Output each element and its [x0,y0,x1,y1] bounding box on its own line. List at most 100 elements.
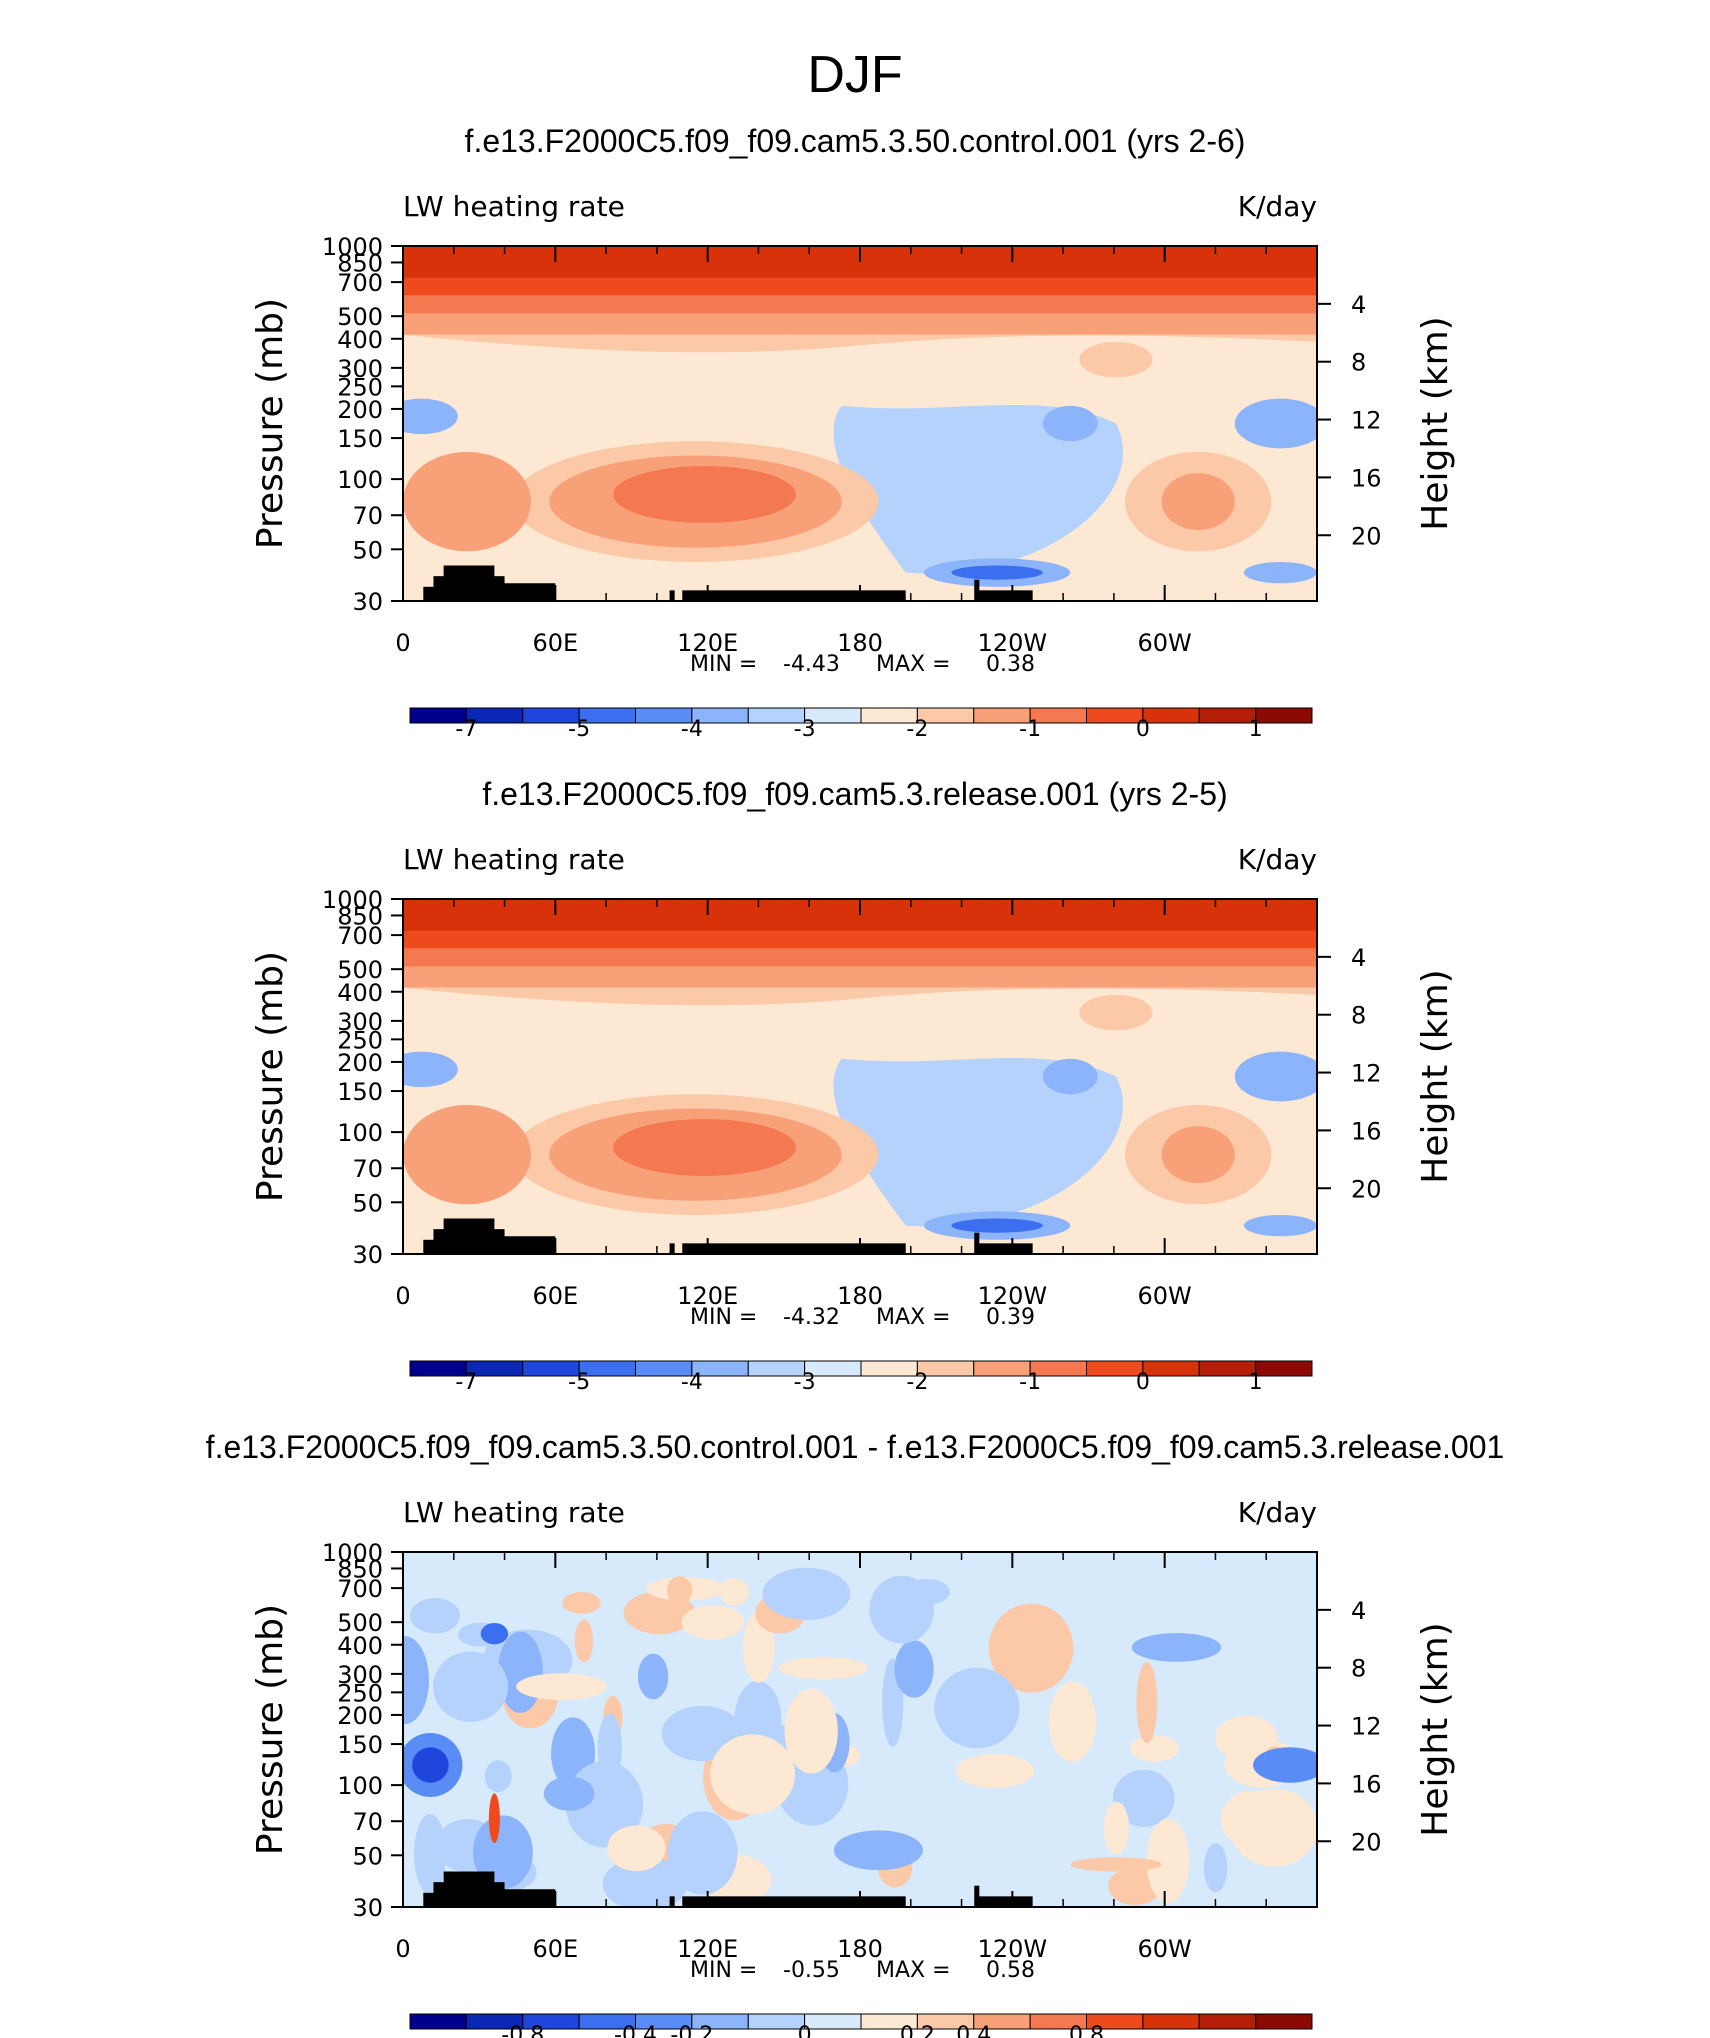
y-tick-label: 850 [337,1555,383,1583]
subtitle-left: LW heating rate [403,1496,625,1529]
y2-tick-label: 12 [1351,407,1382,435]
colorbar-swatch [1255,707,1313,724]
x-tick-label: 120W [978,629,1048,657]
x-tick-label: 60E [532,1282,578,1310]
y-tick-label: 700 [337,269,383,297]
y-tick-label: 250 [337,1026,383,1054]
x-tick-label: 0 [395,1935,410,1963]
colorbar-swatch [1142,707,1200,724]
colorbar-swatch [747,2013,806,2030]
x-tick-label: 120W [978,1935,1048,1963]
x-tick-label: 60W [1138,1282,1192,1310]
panel-title: f.e13.F2000C5.f09_f09.cam5.3.release.001… [482,776,1227,812]
max-label: MAX = [876,1305,951,1330]
y2-tick-label: 4 [1351,1597,1366,1625]
y2-axis-title: Height (km) [1415,1622,1456,1836]
y2-tick-label: 8 [1351,349,1366,377]
y-tick-label: 250 [337,373,383,401]
colorbar-tick-label: -3 [794,1370,816,1395]
x-tick-label: 180 [837,629,883,657]
colorbar-swatch [409,2013,467,2030]
panel-title: f.e13.F2000C5.f09_f09.cam5.3.50.control.… [465,123,1246,159]
x-tick-label: 120W [978,1282,1048,1310]
colorbar-swatch [1198,1360,1257,1377]
max-value: 0.39 [986,1305,1035,1330]
x-tick-label: 60W [1138,1935,1192,1963]
y2-tick-label: 20 [1351,1828,1382,1856]
y-tick-label: 100 [337,466,383,494]
colorbar-swatch [1255,2013,1313,2030]
x-tick-label: 120E [677,629,738,657]
x-tick-label: 180 [837,1935,883,1963]
y-tick-label: 150 [337,1731,383,1759]
subtitle-right: K/day [1238,1496,1317,1529]
min-label: MIN = [690,1958,757,1983]
colorbar-tick-label: -3 [794,717,816,742]
x-tick-label: 60E [532,629,578,657]
max-value: 0.58 [986,1958,1035,1983]
y2-tick-label: 12 [1351,1713,1382,1741]
colorbar-tick-label: -0.8 [501,2023,544,2038]
colorbar-swatch [1086,1360,1144,1377]
y-tick-label: 500 [337,1609,383,1637]
y-axis-title: Pressure (mb) [250,951,291,1202]
min-label: MIN = [690,1305,757,1330]
y-tick-label: 300 [337,1661,383,1689]
y-tick-label: 70 [352,1808,383,1836]
colorbar-tick-label: 0 [1136,717,1150,742]
panel-2: f.e13.F2000C5.f09_f09.cam5.3.release.001… [250,776,1456,1395]
min-value: -4.32 [783,1305,840,1330]
y-tick-label: 100 [337,1119,383,1147]
colorbar-tick-label: -1 [1019,1370,1041,1395]
y2-tick-label: 16 [1351,1770,1382,1798]
colorbar-swatch [804,2013,862,2030]
colorbar-tick-label: -5 [568,1370,590,1395]
y-tick-label: 150 [337,425,383,453]
colorbar-swatch [1142,2013,1200,2030]
y-tick-label: 400 [337,979,383,1007]
colorbar-tick-label: -1 [1019,717,1041,742]
y2-tick-label: 12 [1351,1060,1382,1088]
y2-tick-label: 8 [1351,1002,1366,1030]
y-axis-title: Pressure (mb) [250,1604,291,1855]
colorbar-tick-label: -0.2 [670,2023,713,2038]
x-tick-label: 120E [677,1935,738,1963]
y2-tick-label: 20 [1351,1175,1382,1203]
figure-title: DJF [807,46,902,104]
y-tick-label: 70 [352,502,383,530]
y-tick-label: 50 [352,1189,383,1217]
subtitle-left: LW heating rate [403,843,625,876]
y-tick-label: 200 [337,1049,383,1077]
max-value: 0.38 [986,652,1035,677]
y2-tick-label: 8 [1351,1655,1366,1683]
contour-field [403,899,1317,1254]
x-tick-label: 60W [1138,629,1192,657]
y-tick-label: 50 [352,1842,383,1870]
contour-field [403,246,1317,601]
y-tick-label: 50 [352,536,383,564]
min-value: -4.43 [783,652,840,677]
max-label: MAX = [876,1958,951,1983]
y-tick-label: 1000 [322,233,383,261]
subtitle-left: LW heating rate [403,190,625,223]
subtitle-right: K/day [1238,843,1317,876]
y-tick-label: 200 [337,396,383,424]
colorbar: -7 -5 -4 -3 -2 -1 0 1 [409,1360,1313,1395]
y2-axis-title: Height (km) [1415,969,1456,1183]
colorbar-tick-label: -5 [568,717,590,742]
colorbar-swatch [1255,1360,1313,1377]
colorbar-tick-label: 0.2 [900,2023,935,2038]
subtitle-right: K/day [1238,190,1317,223]
y-tick-label: 300 [337,355,383,383]
colorbar-tick-label: -2 [906,717,928,742]
y-tick-label: 700 [337,922,383,950]
colorbar-tick-label: -2 [906,1370,928,1395]
y2-tick-label: 4 [1351,944,1366,972]
panel-3: f.e13.F2000C5.f09_f09.cam5.3.50.control.… [206,1429,1505,2038]
y2-tick-label: 16 [1351,464,1382,492]
x-tick-label: 180 [837,1282,883,1310]
colorbar-swatch [1198,707,1257,724]
y2-tick-label: 20 [1351,522,1382,550]
x-tick-label: 0 [395,1282,410,1310]
y-tick-label: 700 [337,1575,383,1603]
